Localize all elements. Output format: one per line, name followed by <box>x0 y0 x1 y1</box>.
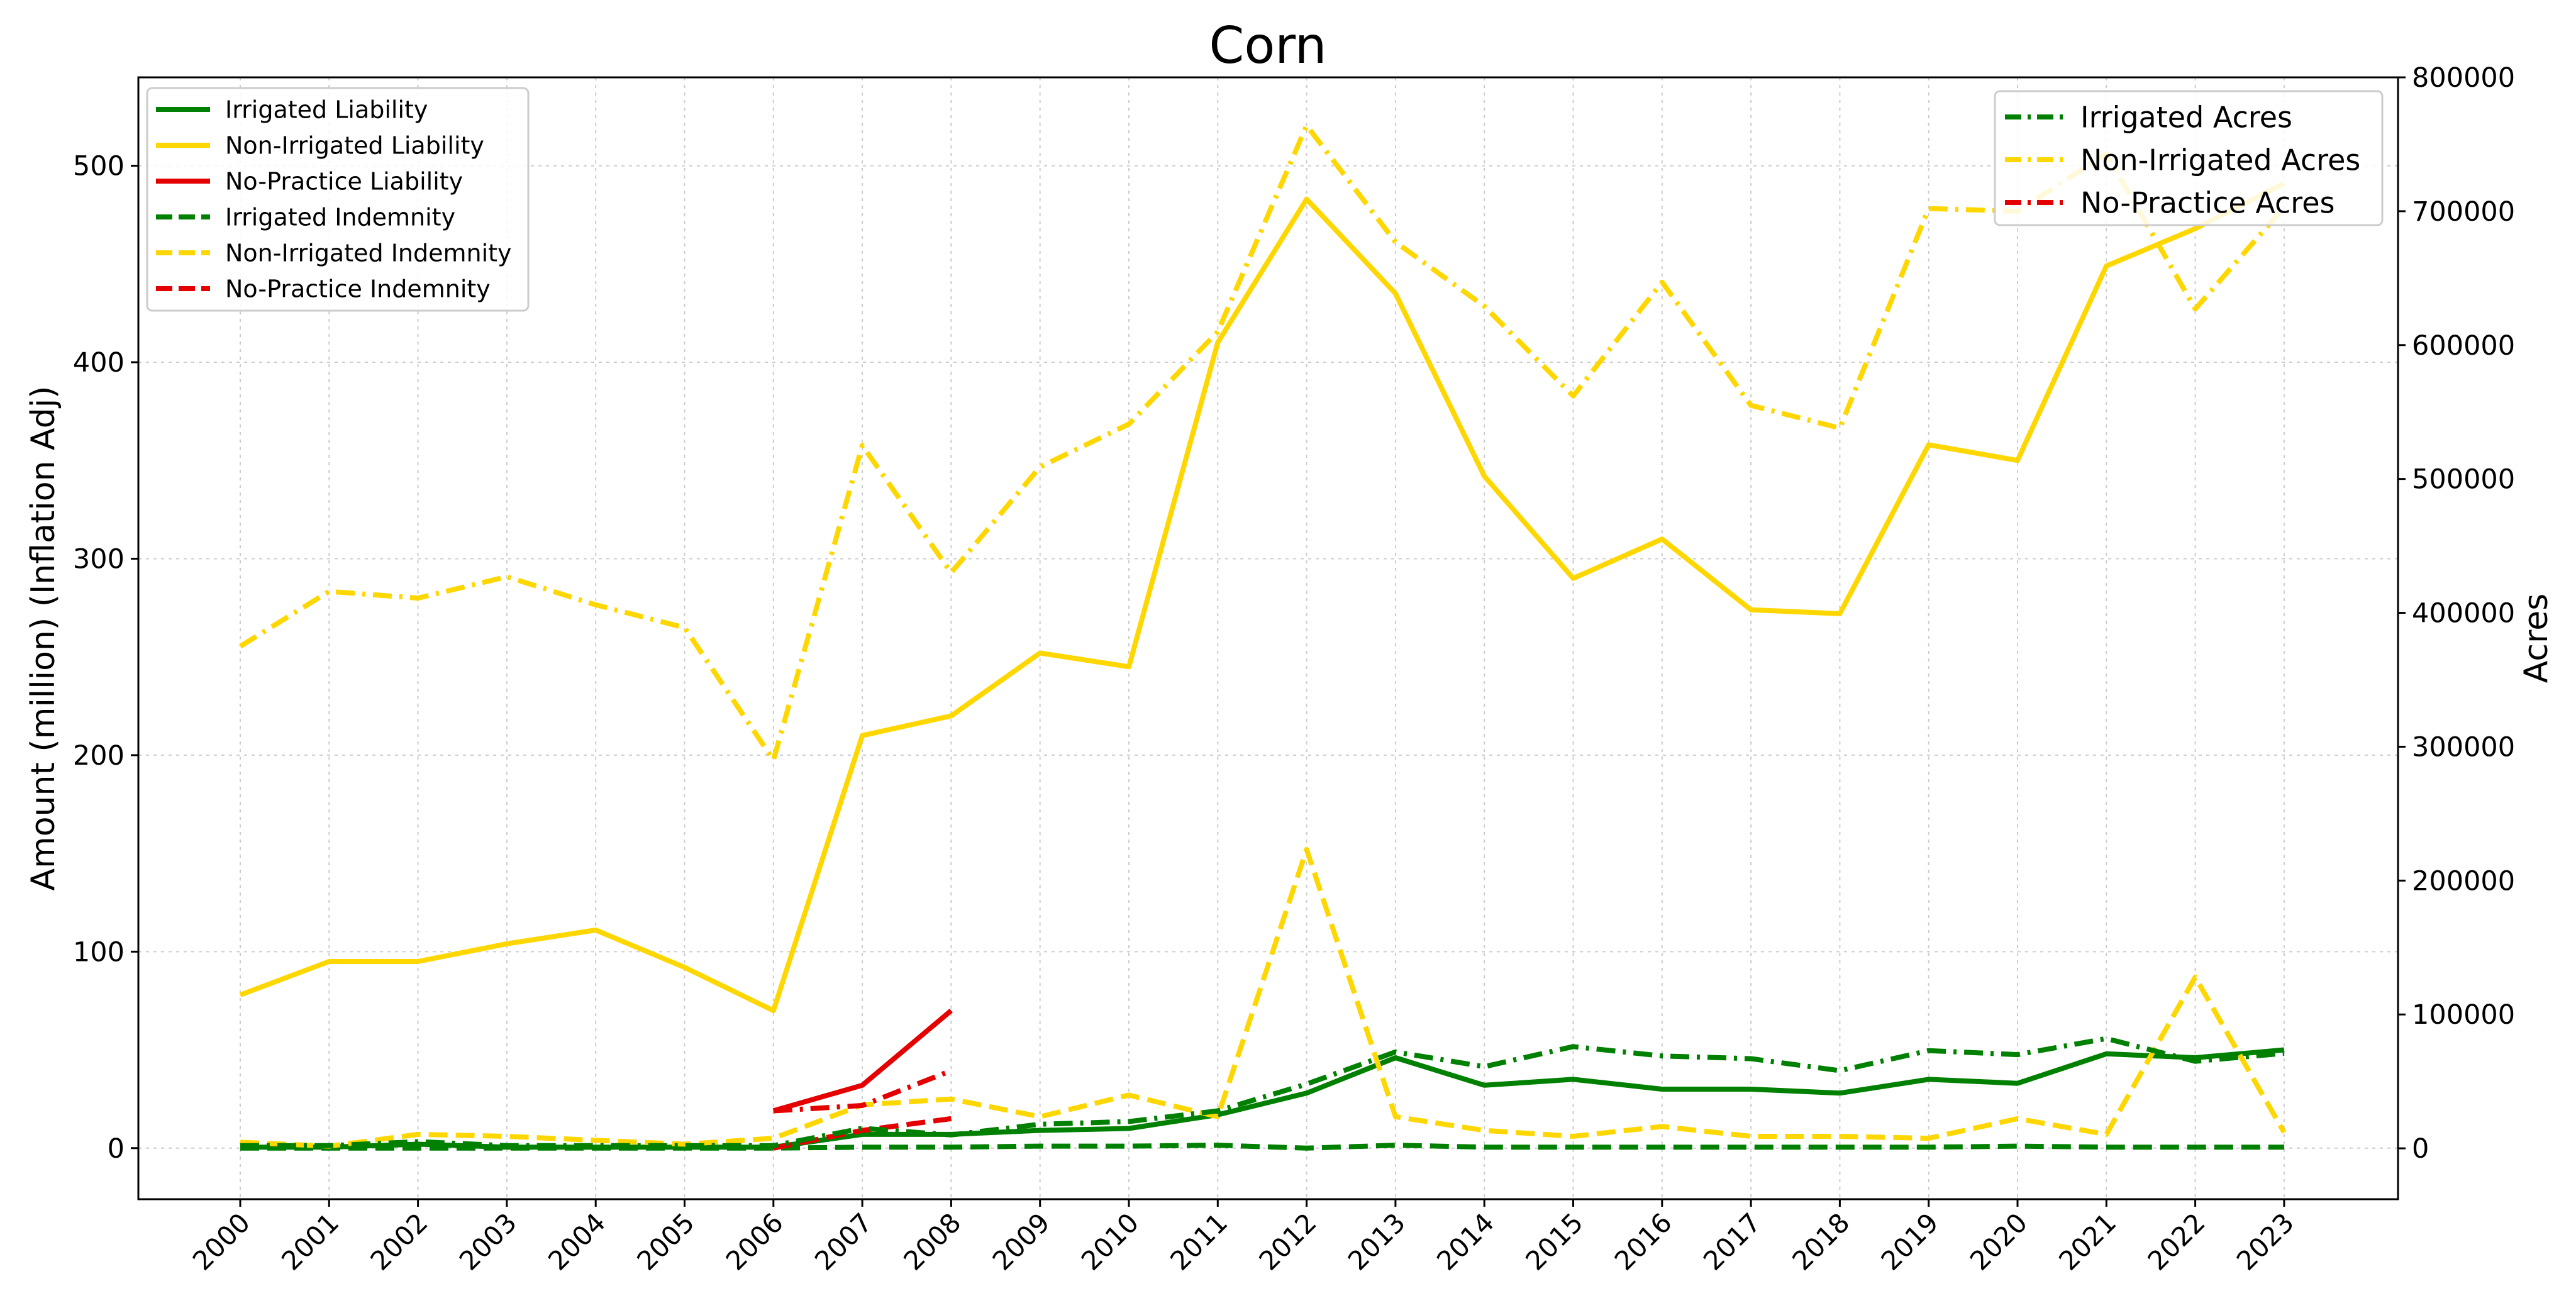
right-y-tick-label: 500000 <box>2412 464 2515 496</box>
right-axis-series <box>238 123 2286 1148</box>
series-line-irrigated-acres <box>240 1036 2285 1148</box>
legend-label-no-practice-acres: No-Practice Acres <box>2080 186 2334 220</box>
right-y-tick-label: 200000 <box>2412 865 2515 897</box>
plot-frame <box>137 76 2399 1200</box>
right-y-tick-label: 100000 <box>2412 999 2515 1031</box>
right-y-tick-label: 0 <box>2412 1133 2429 1165</box>
series-line-no-practice-liability <box>772 1009 953 1114</box>
legend-left: Irrigated Liability Non-Irrigated Liabili… <box>146 87 530 312</box>
right-y-tick-label: 400000 <box>2412 598 2515 629</box>
chart-title: Corn <box>1209 16 1327 75</box>
legend-label-irrigated-liability: Irrigated Liability <box>225 96 428 124</box>
series-line-no-practice-acres <box>773 1068 952 1114</box>
left-y-axis-ticks: 0 100 200 300 400 500 <box>73 151 138 1165</box>
left-y-tick-label: 300 <box>73 543 125 575</box>
legend-label-non-irrigated-acres: Non-Irrigated Acres <box>2080 143 2360 177</box>
right-y-tick-label: 600000 <box>2412 330 2515 362</box>
left-y-axis-label: Amount (million) (Inflation Adj) <box>25 386 62 891</box>
right-y-axis-label: Acres <box>2518 594 2555 684</box>
legend-label-irrigated-indemnity: Irrigated Indemnity <box>225 204 455 231</box>
legend-label-non-irrigated-liability: Non-Irrigated Liability <box>225 132 484 160</box>
right-y-tick-label: 300000 <box>2412 731 2515 763</box>
legend-right: Irrigated Acres Non-Irrigated Acres No-Pra… <box>1994 90 2384 226</box>
right-y-axis-ticks: 0 100000 200000 300000 400000 500000 600000 700… <box>2398 62 2515 1165</box>
legend-box <box>146 87 530 312</box>
left-y-tick-label: 100 <box>73 936 125 968</box>
legend-label-non-irrigated-indemnity: Non-Irrigated Indemnity <box>225 240 512 267</box>
series-line-non-irrigated-indemnity <box>240 846 2287 1149</box>
legend-label-no-practice-indemnity: No-Practice Indemnity <box>225 275 491 303</box>
legend-label-irrigated-acres: Irrigated Acres <box>2080 101 2292 135</box>
series-line-non-irrigated-liability <box>239 181 2285 1014</box>
legend-box <box>1994 90 2384 226</box>
left-y-tick-label: 0 <box>108 1133 125 1165</box>
left-y-tick-label: 200 <box>73 740 125 772</box>
grid <box>138 77 2398 1199</box>
right-y-tick-label: 800000 <box>2412 62 2515 94</box>
series-line-non-irrigated-acres <box>238 123 2286 763</box>
legend-label-no-practice-liability: No-Practice Liability <box>225 168 463 196</box>
right-y-tick-label: 700000 <box>2412 196 2515 228</box>
left-y-tick-label: 400 <box>73 347 125 379</box>
left-y-tick-label: 500 <box>73 151 125 182</box>
